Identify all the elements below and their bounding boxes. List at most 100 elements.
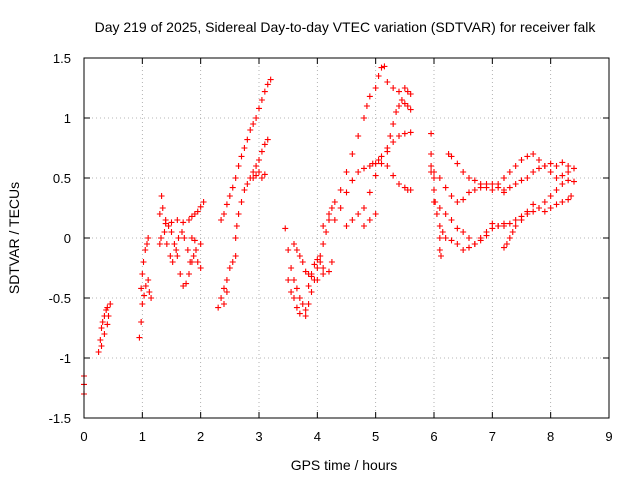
data-point-marker: [439, 229, 446, 235]
data-point-marker: [501, 175, 507, 181]
data-point-marker: [407, 129, 414, 136]
data-point-marker: [186, 271, 192, 277]
data-point-marker: [436, 175, 443, 181]
data-point-marker: [302, 313, 309, 319]
data-point-marker: [442, 211, 449, 217]
data-point-marker: [308, 273, 315, 280]
data-point-marker: [407, 91, 414, 97]
data-point-marker: [221, 301, 227, 307]
data-point-marker: [501, 223, 507, 229]
data-point-marker: [223, 201, 230, 208]
data-point-marker: [288, 289, 295, 295]
data-point-marker: [547, 169, 554, 175]
data-point-marker: [396, 181, 402, 187]
data-point-marker: [349, 177, 356, 184]
data-point-marker: [328, 205, 335, 211]
data-point-marker: [261, 141, 268, 148]
data-point-marker: [331, 199, 338, 205]
data-point-marker: [229, 184, 236, 191]
data-point-marker: [256, 169, 262, 175]
data-point-marker: [378, 64, 385, 71]
data-point-marker: [460, 247, 467, 253]
data-point-marker: [512, 181, 519, 187]
data-point-marker: [553, 201, 560, 208]
data-point-marker: [471, 241, 478, 247]
data-point-marker: [291, 277, 297, 283]
data-point-marker: [565, 177, 572, 184]
data-point-marker: [190, 253, 197, 259]
data-point-marker: [183, 280, 190, 287]
data-point-marker: [299, 301, 306, 307]
data-point-marker: [308, 289, 315, 295]
data-point-marker: [104, 321, 111, 328]
data-point-marker: [448, 237, 455, 244]
data-point-marker: [384, 163, 391, 169]
data-point-marker: [454, 160, 461, 167]
data-point-marker: [387, 133, 394, 139]
data-point-marker: [142, 247, 149, 253]
data-point-marker: [288, 265, 295, 271]
data-point-marker: [390, 85, 397, 91]
data-point-marker: [226, 193, 233, 199]
data-point-marker: [363, 103, 370, 109]
data-point-marker: [158, 235, 164, 241]
data-point-marker: [372, 85, 379, 91]
data-point-marker: [506, 235, 513, 241]
data-point-marker: [326, 211, 332, 217]
data-point-marker: [501, 187, 507, 193]
data-point-marker: [285, 277, 292, 283]
data-point-marker: [163, 241, 170, 247]
data-point-marker: [323, 229, 330, 235]
data-point-marker: [524, 153, 531, 160]
data-point-marker: [104, 304, 111, 311]
data-point-marker: [258, 148, 265, 155]
data-point-marker: [282, 225, 289, 232]
data-point-marker: [253, 115, 260, 121]
data-point-marker: [105, 313, 112, 319]
data-point-marker: [559, 172, 566, 179]
data-point-marker: [139, 301, 146, 307]
data-point-marker: [232, 235, 239, 241]
data-point-marker: [328, 259, 335, 265]
data-point-marker: [175, 235, 182, 241]
data-point-marker: [314, 265, 321, 271]
data-point-marker: [436, 235, 443, 241]
data-point-marker: [466, 235, 472, 241]
data-point-marker: [291, 241, 297, 247]
data-point-marker: [349, 217, 356, 223]
data-point-marker: [180, 219, 187, 226]
data-point-marker: [141, 292, 148, 299]
data-point-marker: [372, 211, 379, 217]
data-point-marker: [466, 175, 472, 181]
x-tick-label: 5: [372, 429, 379, 444]
data-point-marker: [291, 295, 297, 301]
data-point-marker: [235, 163, 242, 169]
y-tick-label: 1.5: [53, 51, 71, 66]
axis-ticks: 0 1 2 3 4 5 6 7 8 9 -1.5 -1 -0.5 0 0.5 1 1.5: [49, 51, 613, 444]
data-point-marker: [267, 76, 274, 83]
data-point-marker: [197, 241, 204, 247]
data-point-marker: [311, 261, 318, 268]
data-point-marker: [337, 187, 344, 193]
data-point-marker: [366, 93, 373, 100]
data-point-marker: [238, 153, 245, 160]
data-point-marker: [565, 163, 572, 169]
data-point-marker: [197, 203, 204, 210]
data-point-marker: [571, 178, 577, 185]
data-point-marker: [361, 205, 367, 211]
data-point-marker: [536, 157, 542, 163]
data-point-marker: [460, 196, 467, 203]
data-point-marker: [138, 319, 145, 325]
data-point-marker: [396, 88, 402, 95]
data-point-marker: [518, 157, 525, 163]
data-point-marker: [393, 109, 400, 115]
data-point-marker: [396, 103, 402, 109]
y-tick-label: -1: [59, 351, 71, 366]
data-point-marker: [355, 211, 362, 217]
data-point-marker: [431, 169, 437, 175]
x-tick-label: 1: [139, 429, 146, 444]
data-point-marker: [171, 241, 178, 247]
data-point-marker: [509, 229, 516, 235]
data-point-marker: [226, 265, 233, 271]
data-point-marker: [553, 163, 560, 169]
